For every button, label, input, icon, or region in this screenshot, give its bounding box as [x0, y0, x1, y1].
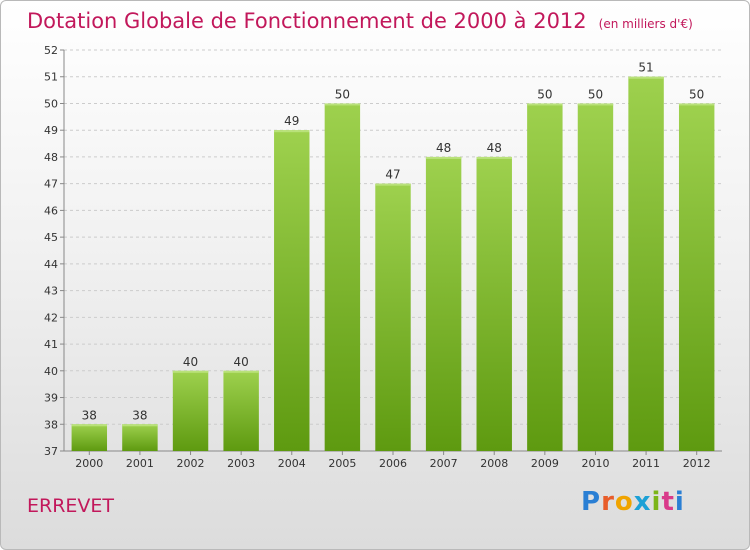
y-tick-label: 40 — [44, 365, 58, 378]
bar — [122, 424, 158, 451]
x-tick-label: 2008 — [480, 457, 508, 470]
logo-letter: i — [674, 487, 685, 517]
x-tick-label: 2001 — [126, 457, 154, 470]
bar — [527, 103, 563, 451]
y-tick-label: 44 — [44, 258, 58, 271]
x-tick-label: 2011 — [632, 457, 660, 470]
data-label: 48 — [436, 141, 451, 155]
y-tick-label: 39 — [44, 392, 58, 405]
bar-highlight — [122, 424, 158, 427]
data-label: 50 — [335, 87, 350, 101]
x-tick-label: 2004 — [278, 457, 306, 470]
data-label: 38 — [132, 408, 147, 422]
logo-letter: t — [661, 487, 675, 517]
data-label: 51 — [638, 61, 653, 75]
y-tick-label: 38 — [44, 418, 58, 431]
x-tick-label: 2000 — [75, 457, 103, 470]
bar-highlight — [172, 370, 209, 373]
data-label: 50 — [689, 87, 704, 101]
chart-subtitle: (en milliers d'€) — [598, 17, 693, 31]
data-label: 47 — [385, 168, 400, 182]
x-tick-label: 2007 — [430, 457, 458, 470]
logo-letter: r — [601, 487, 615, 517]
bar — [71, 424, 108, 451]
bar — [425, 156, 462, 451]
bar — [577, 103, 614, 451]
y-tick-label: 41 — [44, 338, 58, 351]
bar — [324, 103, 361, 451]
y-tick-label: 52 — [44, 44, 58, 57]
x-tick-label: 2012 — [683, 457, 711, 470]
bar-highlight — [274, 130, 310, 133]
commune-name: ERREVET — [27, 495, 115, 517]
data-label: 50 — [537, 87, 552, 101]
logo-letter: i — [651, 487, 662, 517]
logo-letter: x — [633, 487, 652, 517]
y-tick-label: 47 — [44, 178, 58, 191]
bar-highlight — [577, 103, 614, 106]
y-tick-label: 50 — [44, 97, 58, 110]
data-label: 50 — [588, 87, 603, 101]
y-tick-label: 43 — [44, 285, 58, 298]
x-tick-label: 2009 — [531, 457, 559, 470]
bar-highlight — [678, 103, 715, 106]
data-label: 48 — [487, 141, 502, 155]
bar-highlight — [375, 183, 411, 186]
bar-highlight — [527, 103, 563, 106]
bar-highlight — [476, 156, 512, 159]
bar-highlight — [425, 156, 462, 159]
title-text: Dotation Globale de Fonctionnement de 20… — [27, 9, 587, 33]
y-tick-label: 51 — [44, 71, 58, 84]
bar — [678, 103, 715, 451]
data-label: 49 — [284, 114, 299, 128]
x-tick-label: 2006 — [379, 457, 407, 470]
x-tick-label: 2005 — [328, 457, 356, 470]
proxiti-logo: Proxiti — [581, 487, 685, 517]
y-tick-label: 49 — [44, 124, 58, 137]
logo-letter: P — [581, 487, 602, 517]
bar — [223, 370, 259, 451]
bar — [375, 183, 411, 451]
bar — [476, 156, 512, 451]
bar — [628, 76, 664, 451]
chart-title: Dotation Globale de Fonctionnement de 20… — [27, 9, 693, 33]
data-label: 40 — [183, 355, 198, 369]
y-tick-label: 45 — [44, 231, 58, 244]
bar-highlight — [223, 370, 259, 373]
y-tick-label: 48 — [44, 151, 58, 164]
y-tick-label: 42 — [44, 311, 58, 324]
data-label: 40 — [234, 355, 249, 369]
bar — [172, 370, 209, 451]
x-tick-label: 2002 — [177, 457, 205, 470]
bar — [274, 130, 310, 451]
y-tick-label: 37 — [44, 445, 58, 458]
logo-letter: o — [614, 487, 634, 517]
x-tick-label: 2003 — [227, 457, 255, 470]
y-tick-label: 46 — [44, 204, 58, 217]
bar-highlight — [628, 76, 664, 79]
bar-highlight — [71, 424, 108, 427]
x-tick-label: 2010 — [581, 457, 609, 470]
data-label: 38 — [82, 408, 97, 422]
bar-highlight — [324, 103, 361, 106]
